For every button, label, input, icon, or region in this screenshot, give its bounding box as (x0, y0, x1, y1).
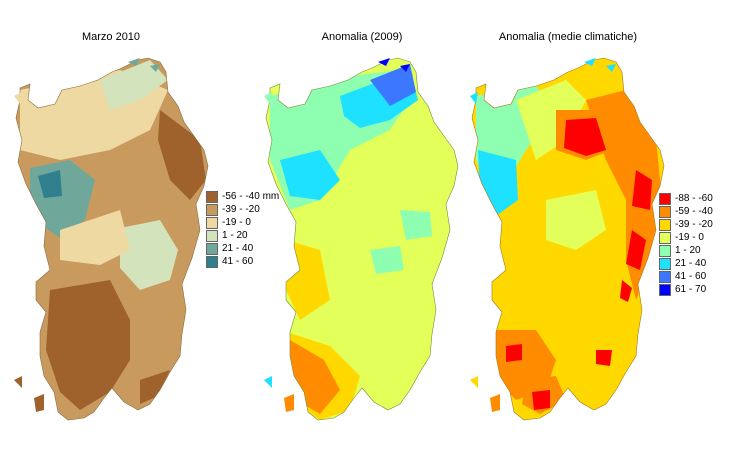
map-anomaly-climatic (470, 57, 665, 421)
legend-swatch (206, 204, 218, 216)
map-title-anomaly-2009: Anomalia (2009) (321, 31, 403, 43)
legend-swatch (659, 271, 671, 283)
legend-label: 1 - 20 (222, 230, 248, 241)
legend-swatch (659, 258, 671, 270)
legend-swatch (206, 217, 218, 229)
legend-swatch (659, 219, 671, 231)
legend-label: 1 - 20 (675, 245, 701, 256)
legend-swatch (659, 206, 671, 218)
legend-label: -59 - -40 (675, 206, 713, 217)
map-title-march: Marzo 2010 (81, 31, 141, 43)
legend-label: -39 - -20 (222, 204, 260, 215)
map-anomaly-2009 (264, 57, 459, 421)
legend-label: -19 - 0 (675, 232, 704, 243)
map-title-anomaly-climatic: Anomalia (medie climatiche) (498, 31, 638, 43)
legend-swatch (206, 243, 218, 255)
legend-swatch (659, 193, 671, 205)
legend-swatch (659, 245, 671, 257)
legend-label: -88 - -60 (675, 193, 713, 204)
legend-label: 21 - 40 (675, 258, 707, 269)
map-march-2010 (14, 57, 209, 421)
legend-swatch (659, 232, 671, 244)
legend-swatch (659, 284, 671, 296)
legend-label: -39 - -20 (675, 219, 713, 230)
legend-label: -56 - -40 mm (222, 191, 280, 202)
legend-swatch (206, 256, 218, 268)
legend-label: 41 - 60 (222, 256, 254, 267)
legend-swatch (206, 191, 218, 203)
legend-label: 21 - 40 (222, 243, 254, 254)
legend-swatch (206, 230, 218, 242)
legend-label: -19 - 0 (222, 217, 251, 228)
legend-label: 61 - 70 (675, 284, 707, 295)
legend-label: 41 - 60 (675, 271, 707, 282)
